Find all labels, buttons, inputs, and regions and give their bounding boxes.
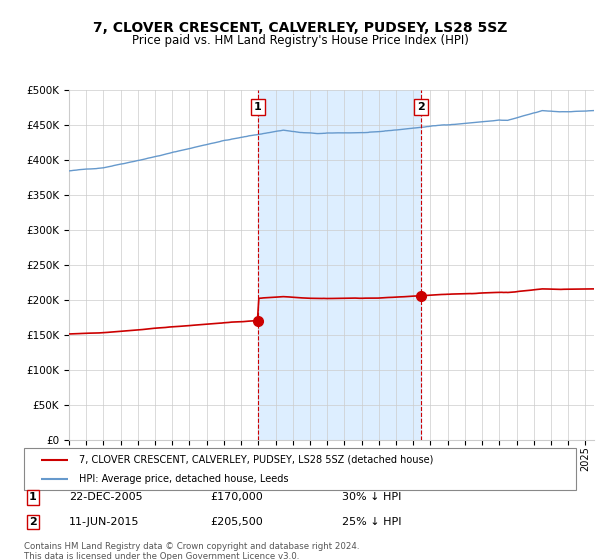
Bar [258,90,421,440]
Text: 2: 2 [417,102,425,112]
Text: 11-JUN-2015: 11-JUN-2015 [69,517,139,527]
Text: Contains HM Land Registry data © Crown copyright and database right 2024.
This d: Contains HM Land Registry data © Crown c… [24,542,359,560]
Text: 22-DEC-2005: 22-DEC-2005 [69,492,143,502]
Text: £205,500: £205,500 [210,517,263,527]
Text: £170,000: £170,000 [210,492,263,502]
Text: 1: 1 [29,492,37,502]
Text: Price paid vs. HM Land Registry's House Price Index (HPI): Price paid vs. HM Land Registry's House … [131,34,469,46]
Text: 30% ↓ HPI: 30% ↓ HPI [342,492,401,502]
Text: 25% ↓ HPI: 25% ↓ HPI [342,517,401,527]
Text: 2: 2 [29,517,37,527]
Text: HPI: Average price, detached house, Leeds: HPI: Average price, detached house, Leed… [79,474,289,484]
Text: 1: 1 [254,102,262,112]
Text: 7, CLOVER CRESCENT, CALVERLEY, PUDSEY, LS28 5SZ (detached house): 7, CLOVER CRESCENT, CALVERLEY, PUDSEY, L… [79,455,434,465]
FancyBboxPatch shape [24,448,576,490]
Text: 7, CLOVER CRESCENT, CALVERLEY, PUDSEY, LS28 5SZ: 7, CLOVER CRESCENT, CALVERLEY, PUDSEY, L… [93,21,507,35]
